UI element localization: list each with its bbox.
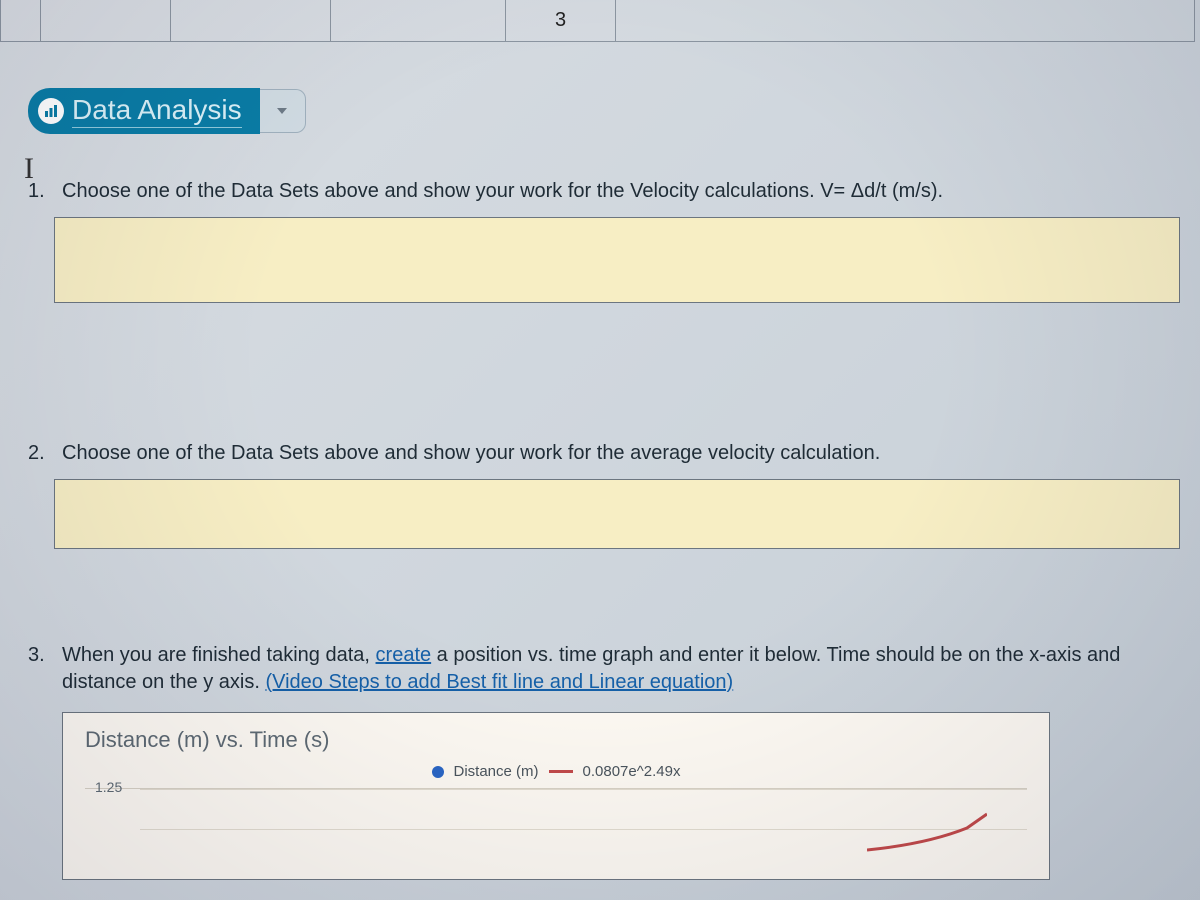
question-number: 1. xyxy=(28,178,50,205)
chart-legend: Distance (m) 0.0807e^2.49x xyxy=(85,763,1027,780)
chart-container: Distance (m) vs. Time (s) Distance (m) 0… xyxy=(62,712,1050,880)
section-pill[interactable]: Data Analysis xyxy=(28,88,260,134)
question-text: When you are finished taking data, creat… xyxy=(62,642,1182,696)
legend-trend-marker xyxy=(549,770,573,773)
table-cell xyxy=(331,0,506,41)
gridline xyxy=(140,829,1027,830)
question-3: 3. When you are finished taking data, cr… xyxy=(20,642,1190,880)
answer-input-2[interactable] xyxy=(54,479,1180,549)
chart-title: Distance (m) vs. Time (s) xyxy=(85,727,1027,753)
create-link[interactable]: create xyxy=(376,644,432,666)
question-text: Choose one of the Data Sets above and sh… xyxy=(62,178,1182,205)
section-dropdown-button[interactable] xyxy=(260,89,306,133)
trend-line xyxy=(867,810,987,854)
table-cell xyxy=(616,0,1194,41)
table-cell-value: 3 xyxy=(506,0,616,41)
chart-plot-area: 1.25 xyxy=(85,788,1027,848)
legend-series-label: Distance (m) xyxy=(454,763,539,780)
data-table-row: 3 xyxy=(0,0,1195,42)
legend-series-marker xyxy=(432,766,444,778)
table-cell xyxy=(41,0,171,41)
question-number: 3. xyxy=(28,642,50,696)
legend-trend-label: 0.0807e^2.49x xyxy=(583,763,681,780)
q3-text-pre: When you are finished taking data, xyxy=(62,644,376,666)
table-cell xyxy=(1,0,41,41)
question-text: Choose one of the Data Sets above and sh… xyxy=(62,440,1182,467)
section-header: Data Analysis xyxy=(28,88,306,134)
question-2: 2. Choose one of the Data Sets above and… xyxy=(20,440,1190,549)
section-title: Data Analysis xyxy=(72,94,242,128)
bar-chart-icon xyxy=(38,98,64,124)
video-steps-link[interactable]: (Video Steps to add Best fit line and Li… xyxy=(265,671,733,693)
answer-input-1[interactable] xyxy=(54,217,1180,303)
question-1: 1. Choose one of the Data Sets above and… xyxy=(20,178,1190,303)
table-cell xyxy=(171,0,331,41)
question-number: 2. xyxy=(28,440,50,467)
gridline xyxy=(140,789,1027,790)
y-tick-label: 1.25 xyxy=(95,779,122,795)
